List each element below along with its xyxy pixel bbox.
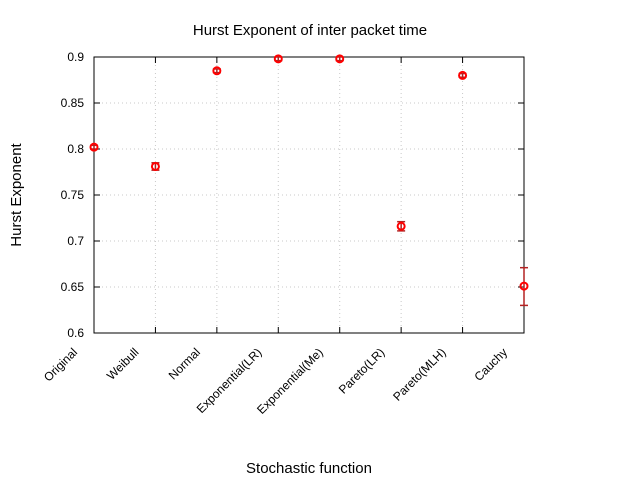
y-tick-label: 0.7 — [67, 234, 84, 248]
x-axis-label: Stochastic function — [246, 460, 372, 477]
data-point — [458, 70, 468, 80]
data-point — [273, 54, 283, 64]
error-bar — [520, 266, 528, 307]
x-tick-label: Exponential(LR) — [194, 345, 265, 416]
x-tick-label: Weibull — [104, 345, 142, 383]
y-axis-label: Hurst Exponent — [8, 142, 25, 246]
grid-lines — [94, 57, 524, 333]
x-tick-label: Normal — [166, 345, 203, 382]
x-tick-label: Exponential(Me) — [254, 345, 326, 417]
data-point — [212, 66, 222, 76]
y-tick-label: 0.6 — [67, 326, 84, 340]
x-tick-label: Pareto(MLH) — [390, 345, 448, 403]
data-point — [150, 161, 160, 171]
x-tick-label: Cauchy — [471, 345, 510, 384]
y-tick-label: 0.85 — [61, 96, 85, 110]
y-tick-label: 0.65 — [61, 280, 85, 294]
data-point — [89, 142, 99, 152]
data-points — [89, 54, 529, 291]
y-tick-label: 0.8 — [67, 142, 84, 156]
axis-ticks: 0.6 0.65 0.7 0.75 0.8 0.85 0.9 Original Weibull N… — [41, 50, 525, 417]
x-tick-label: Original — [41, 345, 80, 384]
data-point — [335, 54, 345, 64]
y-tick-label: 0.75 — [61, 188, 85, 202]
y-tick-label: 0.9 — [67, 50, 84, 64]
chart-title: Hurst Exponent of inter packet time — [193, 22, 427, 39]
x-tick-label: Pareto(LR) — [336, 345, 387, 396]
data-point — [519, 281, 529, 291]
data-point — [396, 221, 406, 231]
